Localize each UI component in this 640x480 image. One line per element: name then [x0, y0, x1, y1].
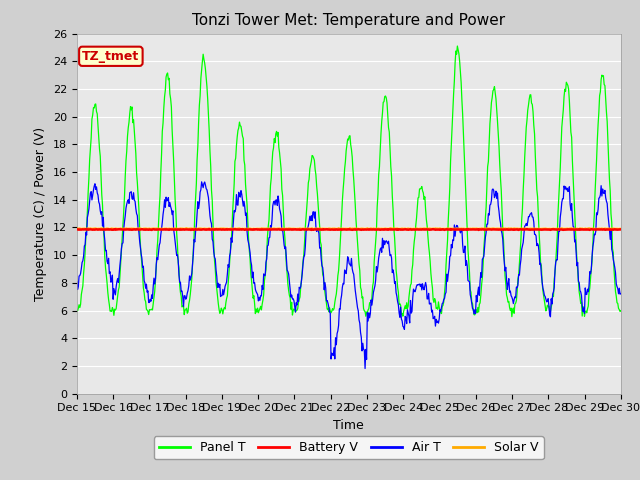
Panel T [508, 314, 516, 320]
Solar V [73, 226, 81, 232]
Solar V [83, 226, 90, 232]
Line: Battery V: Battery V [77, 229, 621, 230]
Battery V [416, 227, 424, 232]
Air T [361, 366, 369, 372]
Panel T [415, 194, 422, 200]
Solar V [372, 226, 380, 232]
Solar V [417, 226, 424, 232]
Air T [433, 316, 440, 322]
Battery V [194, 227, 202, 232]
Battery V [431, 227, 439, 233]
X-axis label: Time: Time [333, 419, 364, 432]
Battery V [223, 227, 231, 232]
Air T [139, 264, 147, 270]
Panel T [139, 274, 147, 279]
Panel T [83, 224, 90, 230]
Solar V [195, 226, 202, 232]
Y-axis label: Temperature (C) / Power (V): Temperature (C) / Power (V) [35, 127, 47, 300]
Line: Panel T: Panel T [77, 46, 621, 317]
Battery V [83, 226, 90, 232]
Solar V [223, 226, 231, 232]
Panel T [617, 308, 625, 313]
Panel T [431, 296, 438, 301]
Solar V [433, 226, 440, 231]
Air T [223, 271, 231, 277]
Panel T [194, 143, 202, 148]
Solar V [182, 226, 190, 231]
Panel T [73, 306, 81, 312]
Air T [83, 232, 90, 238]
Line: Solar V: Solar V [77, 228, 621, 229]
Panel T [223, 296, 230, 301]
Legend: Panel T, Battery V, Air T, Solar V: Panel T, Battery V, Air T, Solar V [154, 436, 544, 459]
Air T [617, 291, 625, 297]
Air T [73, 279, 81, 285]
Solar V [139, 226, 147, 232]
Title: Tonzi Tower Met: Temperature and Power: Tonzi Tower Met: Temperature and Power [192, 13, 506, 28]
Panel T [454, 43, 461, 49]
Line: Air T: Air T [77, 182, 621, 369]
Air T [194, 199, 202, 204]
Battery V [515, 227, 522, 233]
Battery V [139, 227, 147, 232]
Battery V [73, 227, 81, 232]
Battery V [205, 226, 213, 232]
Solar V [617, 226, 625, 232]
Text: TZ_tmet: TZ_tmet [82, 50, 140, 63]
Air T [417, 283, 424, 289]
Battery V [617, 227, 625, 232]
Air T [198, 179, 205, 185]
